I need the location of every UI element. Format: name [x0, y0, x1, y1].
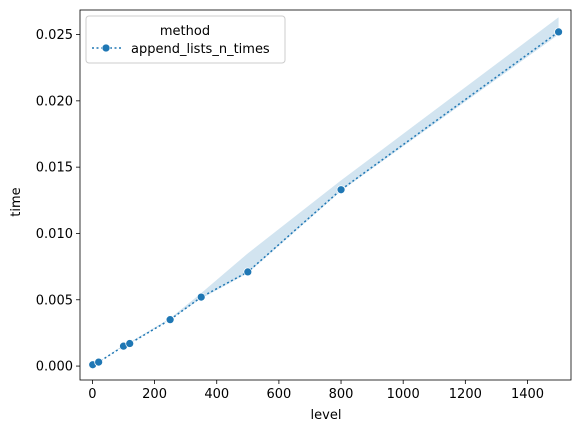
- x-tick-label: 0: [88, 387, 96, 402]
- legend-entry-label: append_lists_n_times: [131, 42, 270, 57]
- x-tick-label: 1200: [449, 387, 482, 402]
- x-tick-label: 400: [204, 387, 229, 402]
- x-axis-label: level: [311, 408, 342, 423]
- y-tick-label: 0.000: [36, 360, 73, 375]
- x-tick-label: 800: [329, 387, 354, 402]
- data-point: [125, 339, 135, 348]
- x-tick-label: 1400: [511, 387, 544, 402]
- y-tick-label: 0.015: [36, 161, 73, 176]
- series-layer: [88, 27, 563, 370]
- y-axis-label: time: [9, 187, 24, 216]
- data-point: [165, 315, 175, 325]
- y-tick-label: 0.020: [36, 94, 73, 109]
- legend-title: method: [160, 24, 210, 39]
- y-tick-label: 0.025: [36, 28, 73, 43]
- plot-frame: [79, 9, 572, 381]
- data-point: [554, 27, 563, 37]
- x-tick-label: 600: [266, 387, 291, 402]
- data-point: [336, 185, 346, 195]
- data-point: [94, 357, 104, 367]
- data-point: [196, 292, 206, 302]
- y-tick-label: 0.005: [36, 293, 73, 308]
- legend-frame: [85, 15, 286, 64]
- x-tick-label: 200: [142, 387, 167, 402]
- y-tick-label: 0.010: [36, 227, 73, 242]
- legend-marker-swatch: [101, 43, 111, 53]
- legend: method append_lists_n_times: [85, 15, 286, 64]
- x-tick-label: 1000: [387, 387, 420, 402]
- data-point: [243, 267, 253, 277]
- axes-layer: 0 200 400 600 800 1000 1200 1400 0.000 0.005 0.010…: [36, 9, 572, 402]
